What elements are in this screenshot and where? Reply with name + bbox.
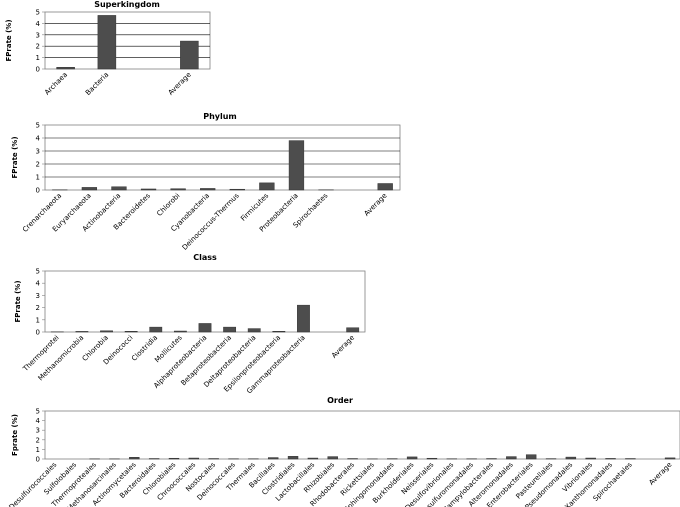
y-tick-label: 5 — [36, 9, 40, 17]
y-axis-label: FPrate (%) — [14, 280, 22, 322]
y-tick-label: 4 — [36, 20, 41, 28]
y-tick-label: 2 — [36, 304, 40, 312]
bar-deinococcus-thermus — [229, 188, 245, 191]
bar-chroococcales — [188, 457, 200, 460]
bar-alphaproteobacteria — [198, 323, 212, 333]
bar-firmicutes — [259, 182, 275, 191]
y-tick-label: 3 — [36, 292, 40, 300]
y-tick-label: 4 — [36, 280, 41, 288]
y-tick-label: 1 — [36, 174, 40, 182]
y-tick-label: 2 — [36, 43, 40, 51]
y-tick-label: 3 — [36, 31, 40, 39]
bar-vibrionales — [585, 457, 596, 460]
category-label-average: Average — [648, 461, 674, 487]
y-tick-label: 4 — [36, 135, 41, 143]
category-label-average: Average — [330, 334, 356, 360]
y-tick-label: 5 — [36, 408, 40, 416]
bar-mollicutes — [173, 330, 187, 333]
category-label-methanomicrobia: Methanomicrobia — [37, 334, 86, 383]
y-axis-label: FPrate (%) — [11, 136, 19, 178]
bar-enterobacteriales — [525, 454, 537, 460]
bar-burkholderiales — [406, 456, 418, 460]
bar-betaproteobacteria — [223, 326, 237, 333]
chart-title: Class — [193, 253, 217, 262]
y-tick-label: 3 — [36, 427, 40, 435]
category-label-deinococcus-thermus: Deinococcus-Thermus — [181, 192, 241, 252]
bar-neisseriales — [426, 457, 438, 460]
bar-lactobacillales — [307, 457, 319, 460]
bar-rhizobiales — [327, 456, 338, 460]
category-label-average: Average — [363, 192, 389, 218]
bar-actinobacteria — [111, 186, 127, 191]
bar-alteromonadales — [506, 456, 517, 460]
y-tick-label: 0 — [36, 66, 40, 74]
category-label-bacteria: Bacteria — [84, 71, 110, 97]
bar-archaea — [56, 67, 75, 70]
bar-average — [664, 457, 676, 460]
y-axis-label: FPrate (%) — [5, 19, 13, 61]
bar-bacillales — [267, 457, 279, 460]
bar-bacteroidetes — [140, 188, 157, 191]
bar-epsilonproteobacteria — [272, 331, 286, 333]
bar-xanthomonadales — [605, 458, 616, 460]
plot-area — [44, 124, 401, 191]
plot-area — [44, 270, 366, 333]
bar-deltaproteobacteria — [247, 328, 261, 333]
y-axis-label: Fprate (%) — [11, 414, 19, 456]
bar-cyanobacteria — [200, 188, 216, 191]
y-tick-label: 4 — [36, 417, 41, 425]
y-tick-label: 0 — [36, 187, 40, 195]
bar-average — [346, 327, 360, 333]
y-tick-label: 1 — [36, 446, 40, 454]
bar-chlorobia — [100, 330, 113, 333]
y-tick-label: 1 — [36, 54, 40, 62]
bar-gammaproteobacteria — [297, 304, 310, 333]
bar-clostridia — [149, 326, 163, 333]
y-tick-label: 3 — [36, 148, 40, 156]
y-tick-label: 2 — [36, 436, 40, 444]
bar-average — [180, 40, 199, 70]
bar-chlorobiales — [168, 457, 180, 460]
category-label-average: Average — [167, 71, 193, 97]
category-label-chlorobi: Chlorobi — [155, 192, 181, 218]
y-tick-label: 5 — [36, 268, 40, 276]
bar-actinomycetales — [129, 457, 140, 460]
bar-proteobacteria — [288, 140, 305, 191]
bar-bacteria — [97, 15, 117, 70]
y-tick-label: 5 — [36, 122, 40, 130]
y-tick-label: 2 — [36, 161, 40, 169]
bar-chlorobi — [170, 188, 186, 191]
bar-euryarchaeota — [81, 187, 98, 191]
y-tick-label: 0 — [36, 329, 40, 337]
chart-title: Superkingdom — [94, 0, 160, 9]
bar-deinococci — [124, 331, 138, 333]
chart-title: Order — [327, 396, 353, 405]
y-tick-label: 1 — [36, 316, 40, 324]
bar-methanomicrobia — [75, 331, 89, 333]
y-tick-label: 0 — [36, 456, 40, 464]
chart-title: Phylum — [203, 112, 237, 121]
bar-clostridiales — [287, 456, 299, 460]
bar-average — [377, 183, 393, 191]
bar-pseudomonadales — [565, 456, 577, 460]
category-label-archaea: Archaea — [43, 71, 69, 97]
chart-superkingdom: 0 1 2 3 4 5 Superkingdom FPrate (%) Archaea Bacte… — [5, 0, 211, 97]
plot-area — [44, 410, 680, 460]
category-label-firmicutes: Firmicutes — [239, 192, 270, 223]
